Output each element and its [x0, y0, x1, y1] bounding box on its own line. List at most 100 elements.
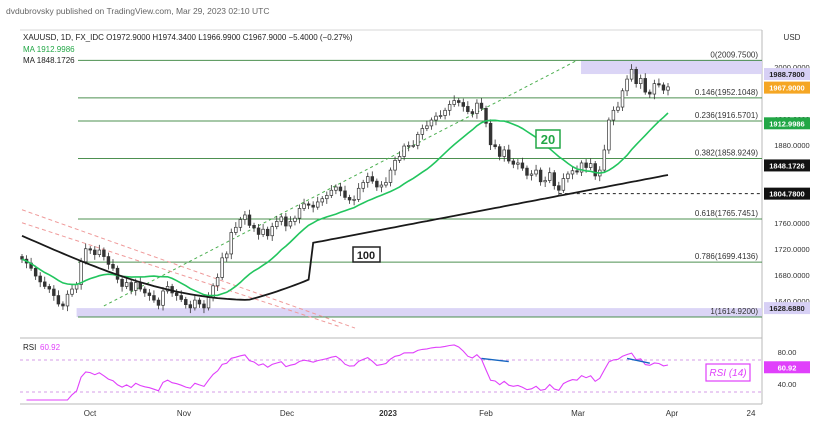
- rsi-legend-value: 60.92: [40, 343, 61, 352]
- candle-body: [347, 197, 352, 201]
- time-axis: Oct Nov Dec 2023 Feb Mar Apr 24: [84, 409, 756, 418]
- rsi-annotation: RSI (14): [705, 363, 751, 382]
- candle-body: [534, 169, 538, 175]
- candle-body: [466, 106, 470, 112]
- low-zone: [76, 308, 762, 318]
- candle-body: [661, 84, 666, 91]
- candle-body: [247, 214, 252, 226]
- ma20-legend: MA 1912.9986: [23, 45, 75, 54]
- downtrend-line-upper: [21, 209, 356, 329]
- candle-body: [593, 163, 597, 177]
- rsi-line: [26, 344, 669, 401]
- candle-body: [279, 216, 284, 222]
- candle-body: [434, 115, 438, 121]
- candle-body: [461, 102, 465, 107]
- fibonacci-levels: 0(2009.7500) 0.146(1952.1048) 0.236(1916.5…: [78, 50, 762, 318]
- candle-body: [261, 228, 265, 235]
- candle-body: [429, 119, 434, 127]
- candle-body: [370, 176, 375, 182]
- candle-body: [566, 173, 570, 179]
- candle-body: [634, 68, 638, 84]
- currency-label: USD: [784, 33, 801, 42]
- candle-body: [52, 288, 56, 296]
- candle-body: [502, 149, 506, 157]
- price-tag-last: [764, 81, 810, 94]
- candle-body: [120, 278, 124, 287]
- candle-body: [420, 128, 425, 135]
- svg-text:20: 20: [541, 132, 555, 147]
- candle-body: [206, 297, 211, 309]
- price-tag-support: [764, 187, 810, 200]
- candle-body: [616, 106, 620, 111]
- candle-body: [366, 176, 370, 183]
- publisher-line: dvdubrovsky published on TradingView.com…: [6, 6, 270, 16]
- candle-body: [88, 248, 92, 251]
- candle-body: [243, 214, 247, 220]
- time-tick-label: Feb: [479, 409, 493, 418]
- candle-body: [229, 232, 233, 255]
- candle-body: [657, 83, 661, 86]
- fib-label: 1(1614.9200): [710, 307, 758, 316]
- price-tag-ma100: [764, 159, 810, 172]
- svg-text:RSI (14): RSI (14): [709, 368, 746, 379]
- candle-body: [297, 208, 302, 219]
- candle-body: [334, 186, 338, 191]
- candle-body: [43, 281, 47, 287]
- candle-body: [666, 86, 670, 91]
- candle-body: [93, 249, 97, 255]
- candle-body: [293, 217, 297, 222]
- candle-body: [38, 275, 42, 283]
- candle-body: [447, 104, 452, 111]
- candle-body: [134, 282, 138, 291]
- candle-body: [602, 149, 607, 171]
- candle-body: [425, 125, 429, 129]
- candle-body: [320, 198, 324, 203]
- candle-body: [561, 178, 566, 191]
- price-tag-text-last: 1967.9000: [769, 84, 804, 93]
- candle-body: [575, 170, 579, 173]
- ma20-annotation: 20: [535, 129, 561, 149]
- price-tag-text-resistance: 1988.7800: [769, 70, 804, 79]
- price-tag-ma20: [764, 117, 810, 130]
- price-tag-text-support: 1804.7800: [769, 190, 804, 199]
- candle-body: [202, 303, 206, 309]
- candle-body: [507, 149, 511, 162]
- candle-body: [156, 299, 161, 306]
- ma100-legend: MA 1848.1726: [23, 56, 75, 65]
- time-tick-label: 2023: [379, 409, 397, 418]
- candle-body: [47, 286, 52, 290]
- candle-body: [588, 163, 593, 168]
- price-tick-label: 1760.0000: [774, 219, 809, 228]
- candle-body: [325, 195, 329, 200]
- candle-body: [70, 288, 74, 295]
- candle-body: [629, 68, 634, 80]
- candle-body: [33, 267, 38, 277]
- resistance-zone: [581, 60, 762, 75]
- candle-body: [393, 160, 397, 171]
- price-tag-resistance: [764, 68, 810, 81]
- candle-body: [302, 203, 306, 209]
- price-tag-text-low: 1628.6880: [769, 304, 804, 313]
- fib-label: 0.618(1765.7451): [695, 209, 759, 218]
- candle-body: [315, 201, 320, 208]
- candle-body: [570, 170, 575, 175]
- candle-body: [61, 303, 65, 307]
- candle-body: [457, 100, 461, 103]
- candle-body: [484, 107, 488, 124]
- fib-label: 0(2009.7500): [710, 50, 758, 59]
- rsi-tick-label: 80.00: [778, 348, 797, 357]
- candle-body: [275, 221, 279, 227]
- candle-body: [129, 282, 133, 291]
- fib-label: 0.382(1858.9249): [695, 148, 759, 157]
- candle-body: [375, 180, 379, 188]
- candle-body: [438, 115, 443, 117]
- price-tick-label: 1680.0000: [774, 271, 809, 280]
- candle-body: [493, 144, 497, 148]
- time-tick-label: Mar: [571, 409, 585, 418]
- candle-body: [56, 295, 61, 305]
- candle-body: [548, 172, 552, 181]
- price-axis-tags: 1988.7800 1967.9000 1912.9986 1848.1726 1804…: [764, 68, 810, 315]
- candle-body: [215, 277, 220, 287]
